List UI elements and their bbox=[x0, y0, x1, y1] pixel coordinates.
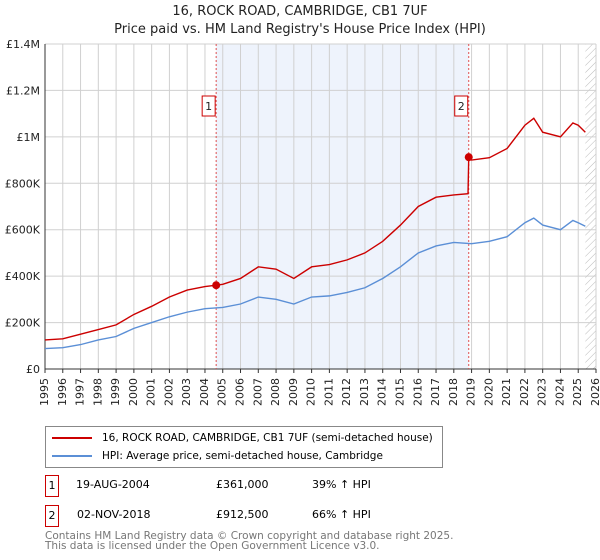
x-tick-label: 2021 bbox=[500, 378, 513, 406]
y-tick-label: £200K bbox=[5, 317, 41, 330]
chart-title: 16, ROCK ROAD, CAMBRIDGE, CB1 7UF bbox=[172, 4, 428, 19]
x-tick-label: 2007 bbox=[251, 378, 264, 406]
x-tick-label: 2023 bbox=[536, 378, 549, 406]
sale-marker-box bbox=[201, 95, 216, 117]
y-tick-label: £0 bbox=[26, 363, 40, 376]
y-tick-label: £600K bbox=[5, 224, 41, 237]
x-tick-label: 2006 bbox=[234, 378, 247, 406]
x-tick-label: 2022 bbox=[518, 378, 531, 406]
x-tick-label: 2015 bbox=[393, 378, 406, 406]
transaction-number: 2 bbox=[45, 505, 59, 527]
x-tick-label: 1997 bbox=[74, 378, 87, 406]
footer-copyright: Contains HM Land Registry data © Crown c… bbox=[45, 530, 454, 542]
x-tick-label: 2019 bbox=[465, 378, 478, 406]
x-tick-label: 2000 bbox=[127, 378, 140, 406]
legend-label: 16, ROCK ROAD, CAMBRIDGE, CB1 7UF (semi-… bbox=[102, 432, 433, 444]
x-tick-label: 2002 bbox=[162, 378, 175, 406]
footer-licence: This data is licensed under the Open Gov… bbox=[45, 540, 380, 552]
transaction-hpi: 39% ↑ HPI bbox=[312, 478, 371, 491]
shaded-ownership-period bbox=[216, 44, 469, 369]
y-tick-label: £1.4M bbox=[6, 38, 40, 51]
x-tick-label: 1996 bbox=[56, 378, 69, 406]
x-tick-label: 2004 bbox=[198, 378, 211, 406]
x-tick-label: 2008 bbox=[269, 378, 282, 406]
x-tick-label: 1999 bbox=[109, 378, 122, 406]
sale-point bbox=[212, 281, 221, 290]
transaction-date: 19-AUG-2004 bbox=[76, 478, 150, 491]
transaction-price: £912,500 bbox=[216, 508, 269, 521]
x-tick-label: 2011 bbox=[322, 378, 335, 406]
x-tick-label: 2016 bbox=[411, 378, 424, 406]
hatched-future-region bbox=[585, 44, 596, 369]
x-tick-label: 2012 bbox=[340, 378, 353, 406]
x-tick-label: 2020 bbox=[482, 378, 495, 406]
x-tick-label: 2026 bbox=[589, 378, 600, 406]
legend-item-hpi: HPI: Average price, semi-detached house,… bbox=[52, 448, 383, 464]
y-tick-label: £1M bbox=[17, 131, 41, 144]
sale-marker-label: 1 bbox=[205, 100, 212, 113]
x-tick-label: 2009 bbox=[287, 378, 300, 406]
price-chart: 1995 1996 1997 1998 1999 2000 2001 2002 2003 2004… bbox=[5, 38, 600, 406]
x-tick-label: 2003 bbox=[180, 378, 193, 406]
x-tick-label: 2010 bbox=[305, 378, 318, 406]
sale-marker-label: 2 bbox=[458, 100, 465, 113]
y-tick-label: £800K bbox=[5, 177, 41, 190]
legend-item-property: 16, ROCK ROAD, CAMBRIDGE, CB1 7UF (semi-… bbox=[52, 430, 433, 446]
transaction-number: 1 bbox=[45, 475, 59, 497]
legend-swatch bbox=[52, 455, 92, 457]
legend-label: HPI: Average price, semi-detached house,… bbox=[102, 450, 383, 462]
transaction-hpi: 66% ↑ HPI bbox=[312, 508, 371, 521]
x-tick-label: 2005 bbox=[216, 378, 229, 406]
x-tick-label: 2017 bbox=[429, 378, 442, 406]
y-tick-label: £400K bbox=[5, 270, 41, 283]
legend: 16, ROCK ROAD, CAMBRIDGE, CB1 7UF (semi-… bbox=[45, 426, 443, 468]
sale-marker-box bbox=[454, 95, 469, 117]
chart-subtitle: Price paid vs. HM Land Registry's House … bbox=[114, 22, 486, 37]
property-price-line bbox=[44, 117, 586, 341]
x-tick-label: 2001 bbox=[145, 378, 158, 406]
x-tick-label: 1998 bbox=[91, 378, 104, 406]
transaction-date: 02-NOV-2018 bbox=[77, 508, 151, 521]
y-tick-label: £1.2M bbox=[6, 84, 40, 97]
hpi-line bbox=[44, 217, 586, 350]
x-tick-label: 1995 bbox=[38, 378, 51, 406]
transaction-price: £361,000 bbox=[216, 478, 269, 491]
x-tick-label: 2024 bbox=[553, 378, 566, 406]
sale-point bbox=[464, 153, 473, 162]
transaction-row: 2 02-NOV-2018 £912,500 66% ↑ HPI bbox=[45, 505, 600, 527]
x-tick-label: 2013 bbox=[358, 378, 371, 406]
transaction-row: 1 19-AUG-2004 £361,000 39% ↑ HPI bbox=[45, 475, 600, 497]
x-tick-label: 2025 bbox=[571, 378, 584, 406]
legend-swatch bbox=[52, 437, 92, 439]
x-tick-label: 2018 bbox=[447, 378, 460, 406]
x-tick-label: 2014 bbox=[376, 378, 389, 406]
